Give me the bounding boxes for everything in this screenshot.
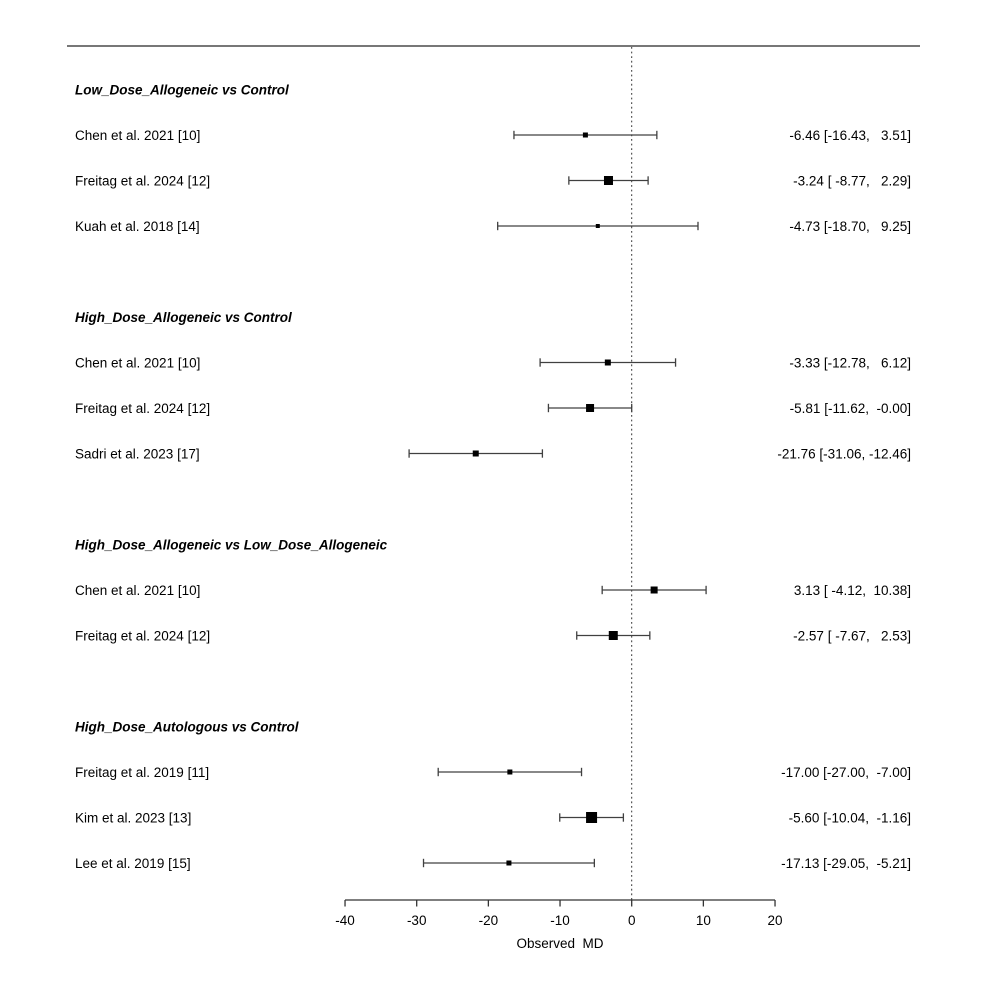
effect-annotation: -21.76 [-31.06, -12.46] [777,447,911,462]
x-axis-tick-label: -40 [335,913,355,928]
point-estimate-marker [582,132,588,138]
effect-annotation: -6.46 [-16.43, 3.51] [786,128,911,143]
x-axis-tick-label: -10 [550,913,570,928]
x-axis-tick-label: -30 [407,913,427,928]
effect-annotation: -3.24 [ -8.77, 2.29] [789,174,911,189]
point-estimate-marker [507,769,513,775]
study-label: Sadri et al. 2023 [17] [75,447,200,462]
point-estimate-marker [595,224,600,228]
point-estimate-marker [586,812,598,823]
effect-annotation: -2.57 [ -7.67, 2.53] [789,629,911,644]
point-estimate-marker [608,631,618,640]
study-label: Lee et al. 2019 [15] [75,856,191,871]
study-label: Chen et al. 2021 [10] [75,356,200,371]
group-header-label: High_Dose_Autologous vs Control [75,720,299,735]
study-label: Kim et al. 2023 [13] [75,811,191,826]
effect-annotation: -17.13 [-29.05, -5.21] [781,856,911,871]
effect-annotation: -4.73 [-18.70, 9.25] [786,219,911,234]
point-estimate-marker [603,176,613,185]
effect-annotation: -5.60 [-10.04, -1.16] [785,811,911,826]
study-label: Freitag et al. 2024 [12] [75,629,210,644]
x-axis-tick-label: 0 [628,913,636,928]
point-estimate-marker [472,450,479,457]
x-axis-label: Observed MD [517,936,604,951]
study-label: Chen et al. 2021 [10] [75,583,200,598]
study-label: Freitag et al. 2024 [12] [75,174,210,189]
point-estimate-marker [604,359,611,366]
group-header-label: High_Dose_Allogeneic vs Low_Dose_Allogen… [75,538,388,553]
effect-annotation: -3.33 [-12.78, 6.12] [786,356,911,371]
effect-annotation: -17.00 [-27.00, -7.00] [781,765,911,780]
effect-annotation: 3.13 [ -4.12, 10.38] [786,583,911,598]
group-header-label: Low_Dose_Allogeneic vs Control [75,83,289,98]
point-estimate-marker [650,586,658,594]
x-axis-tick-label: -20 [479,913,499,928]
group-header-label: High_Dose_Allogeneic vs Control [75,310,292,325]
point-estimate-marker [586,404,595,412]
x-axis-tick-label: 10 [696,913,711,928]
study-label: Freitag et al. 2019 [11] [75,765,209,780]
study-label: Chen et al. 2021 [10] [75,128,200,143]
study-label: Freitag et al. 2024 [12] [75,401,210,416]
point-estimate-marker [506,860,512,866]
study-label: Kuah et al. 2018 [14] [75,219,200,234]
effect-annotation: -5.81 [-11.62, -0.00] [786,401,911,416]
x-axis-tick-label: 20 [768,913,783,928]
